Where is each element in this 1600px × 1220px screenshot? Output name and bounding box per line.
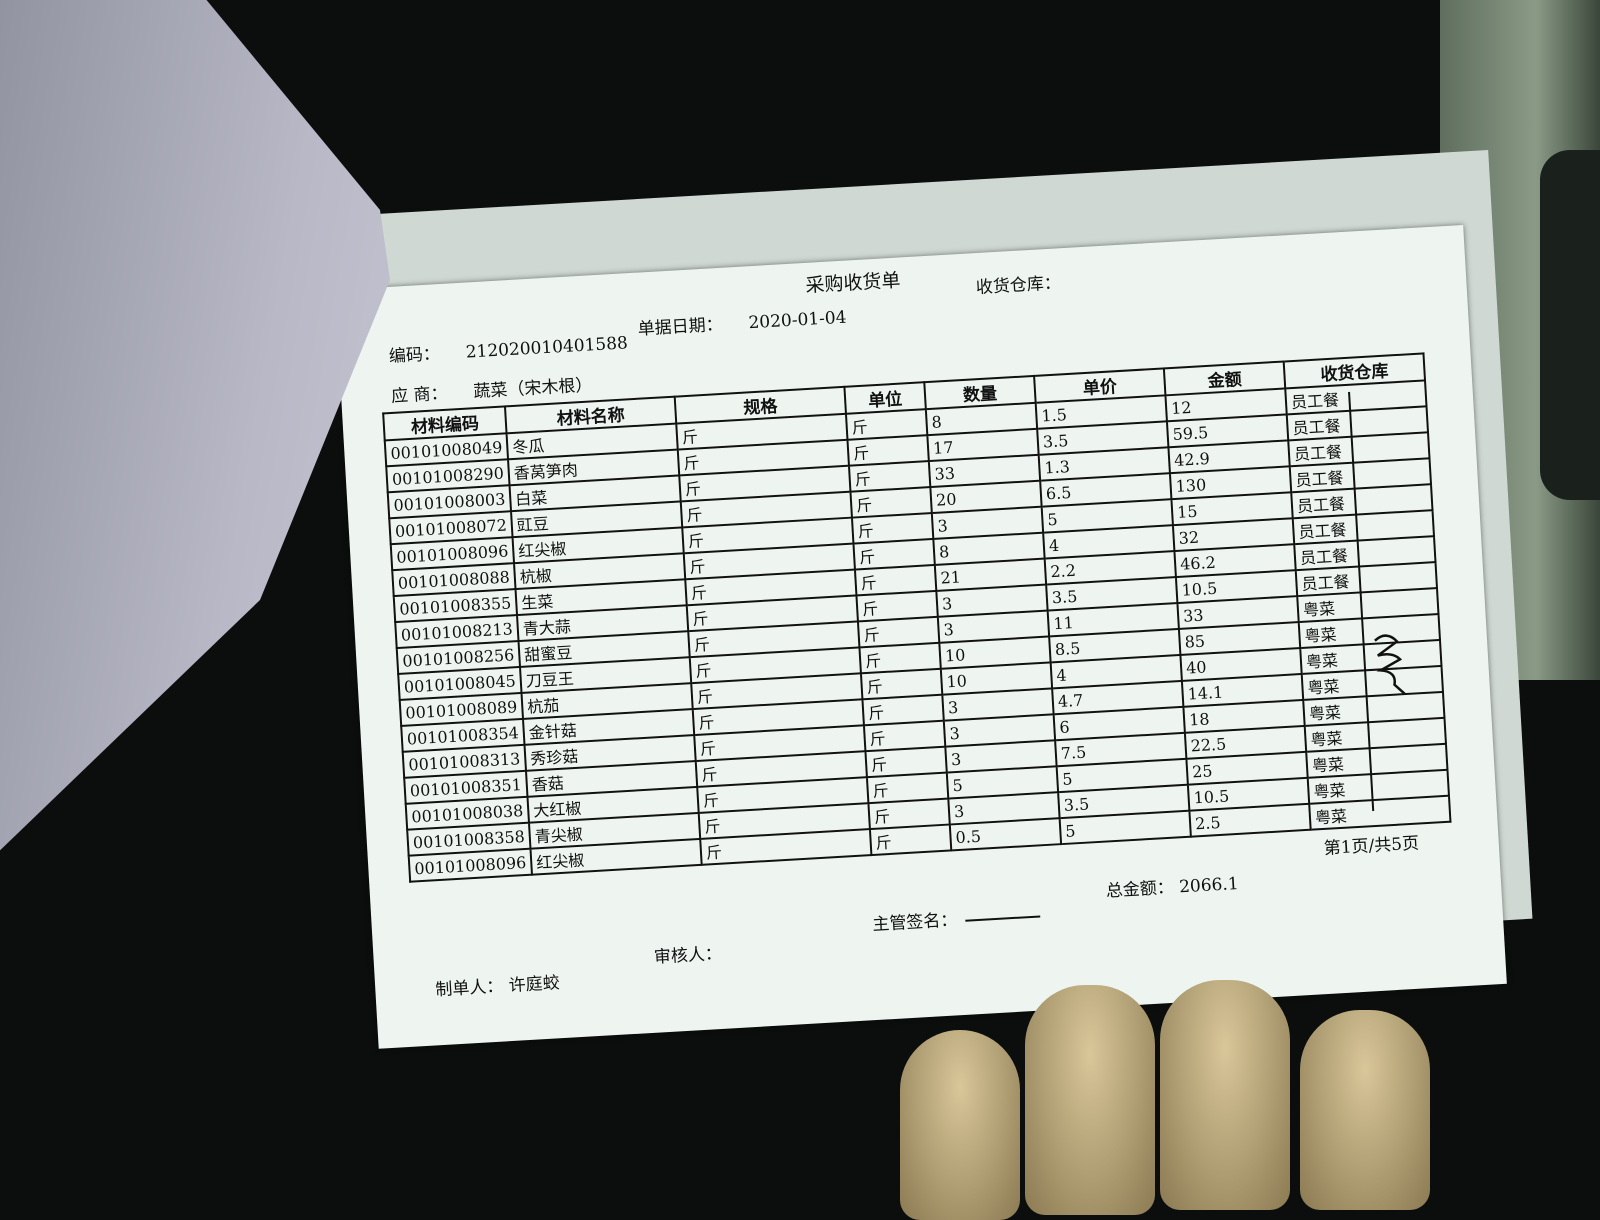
finger <box>1300 1010 1430 1210</box>
warehouse-label: 收货仓库： <box>975 273 1062 299</box>
signature-blank <box>965 914 1041 922</box>
finger <box>1025 985 1155 1215</box>
date-label: 单据日期： <box>637 314 724 340</box>
document-date: 单据日期： 2020-01-04 <box>637 303 847 340</box>
maker-label: 制单人： <box>434 976 504 1001</box>
maker-value: 许庭蛟 <box>508 973 561 997</box>
supplier-value: 蔬菜（宋木根） <box>472 375 593 403</box>
date-value: 2020-01-04 <box>748 307 848 334</box>
finger <box>900 1030 1020 1220</box>
document-code: 编码： 212020010401588 <box>388 328 628 367</box>
total-value: 2066.1 <box>1178 873 1240 898</box>
total-label: 总金额： <box>1105 877 1175 902</box>
document-title: 采购收货单 <box>804 269 902 297</box>
page-info: 第1页/共5页 <box>1323 833 1420 859</box>
handwritten-signature <box>1374 634 1406 696</box>
supervisor-signature: 主管签名： <box>872 900 1041 935</box>
code-value: 212020010401588 <box>465 333 629 363</box>
reviewer-label: 审核人： <box>653 943 723 968</box>
background-object <box>1540 150 1600 500</box>
table-cell: 00101008096 <box>408 848 532 882</box>
handwritten-bracket-line <box>1348 391 1375 812</box>
items-table: 材料编码 材料名称 规格 单位 数量 单价 金额 收货仓库 00101008049 冬瓜斤斤 8 1… <box>382 352 1451 882</box>
total-amount: 总金额： 2066.1 <box>1105 869 1239 902</box>
table-cell: 2.5 <box>1189 803 1311 837</box>
finger <box>1160 980 1290 1210</box>
purchase-receipt-document: 采购收货单 收货仓库： 编码： 212020010401588 单据日期： 2020… <box>335 224 1507 1049</box>
document-maker: 制单人： 许庭蛟 <box>434 968 561 1001</box>
table-cell: 斤 <box>869 824 952 856</box>
supervisor-label: 主管签名： <box>871 910 958 936</box>
table-cell: 0.5 <box>949 818 1062 851</box>
supplier-label: 应 商： <box>390 383 449 407</box>
code-label: 编码： <box>388 344 441 367</box>
